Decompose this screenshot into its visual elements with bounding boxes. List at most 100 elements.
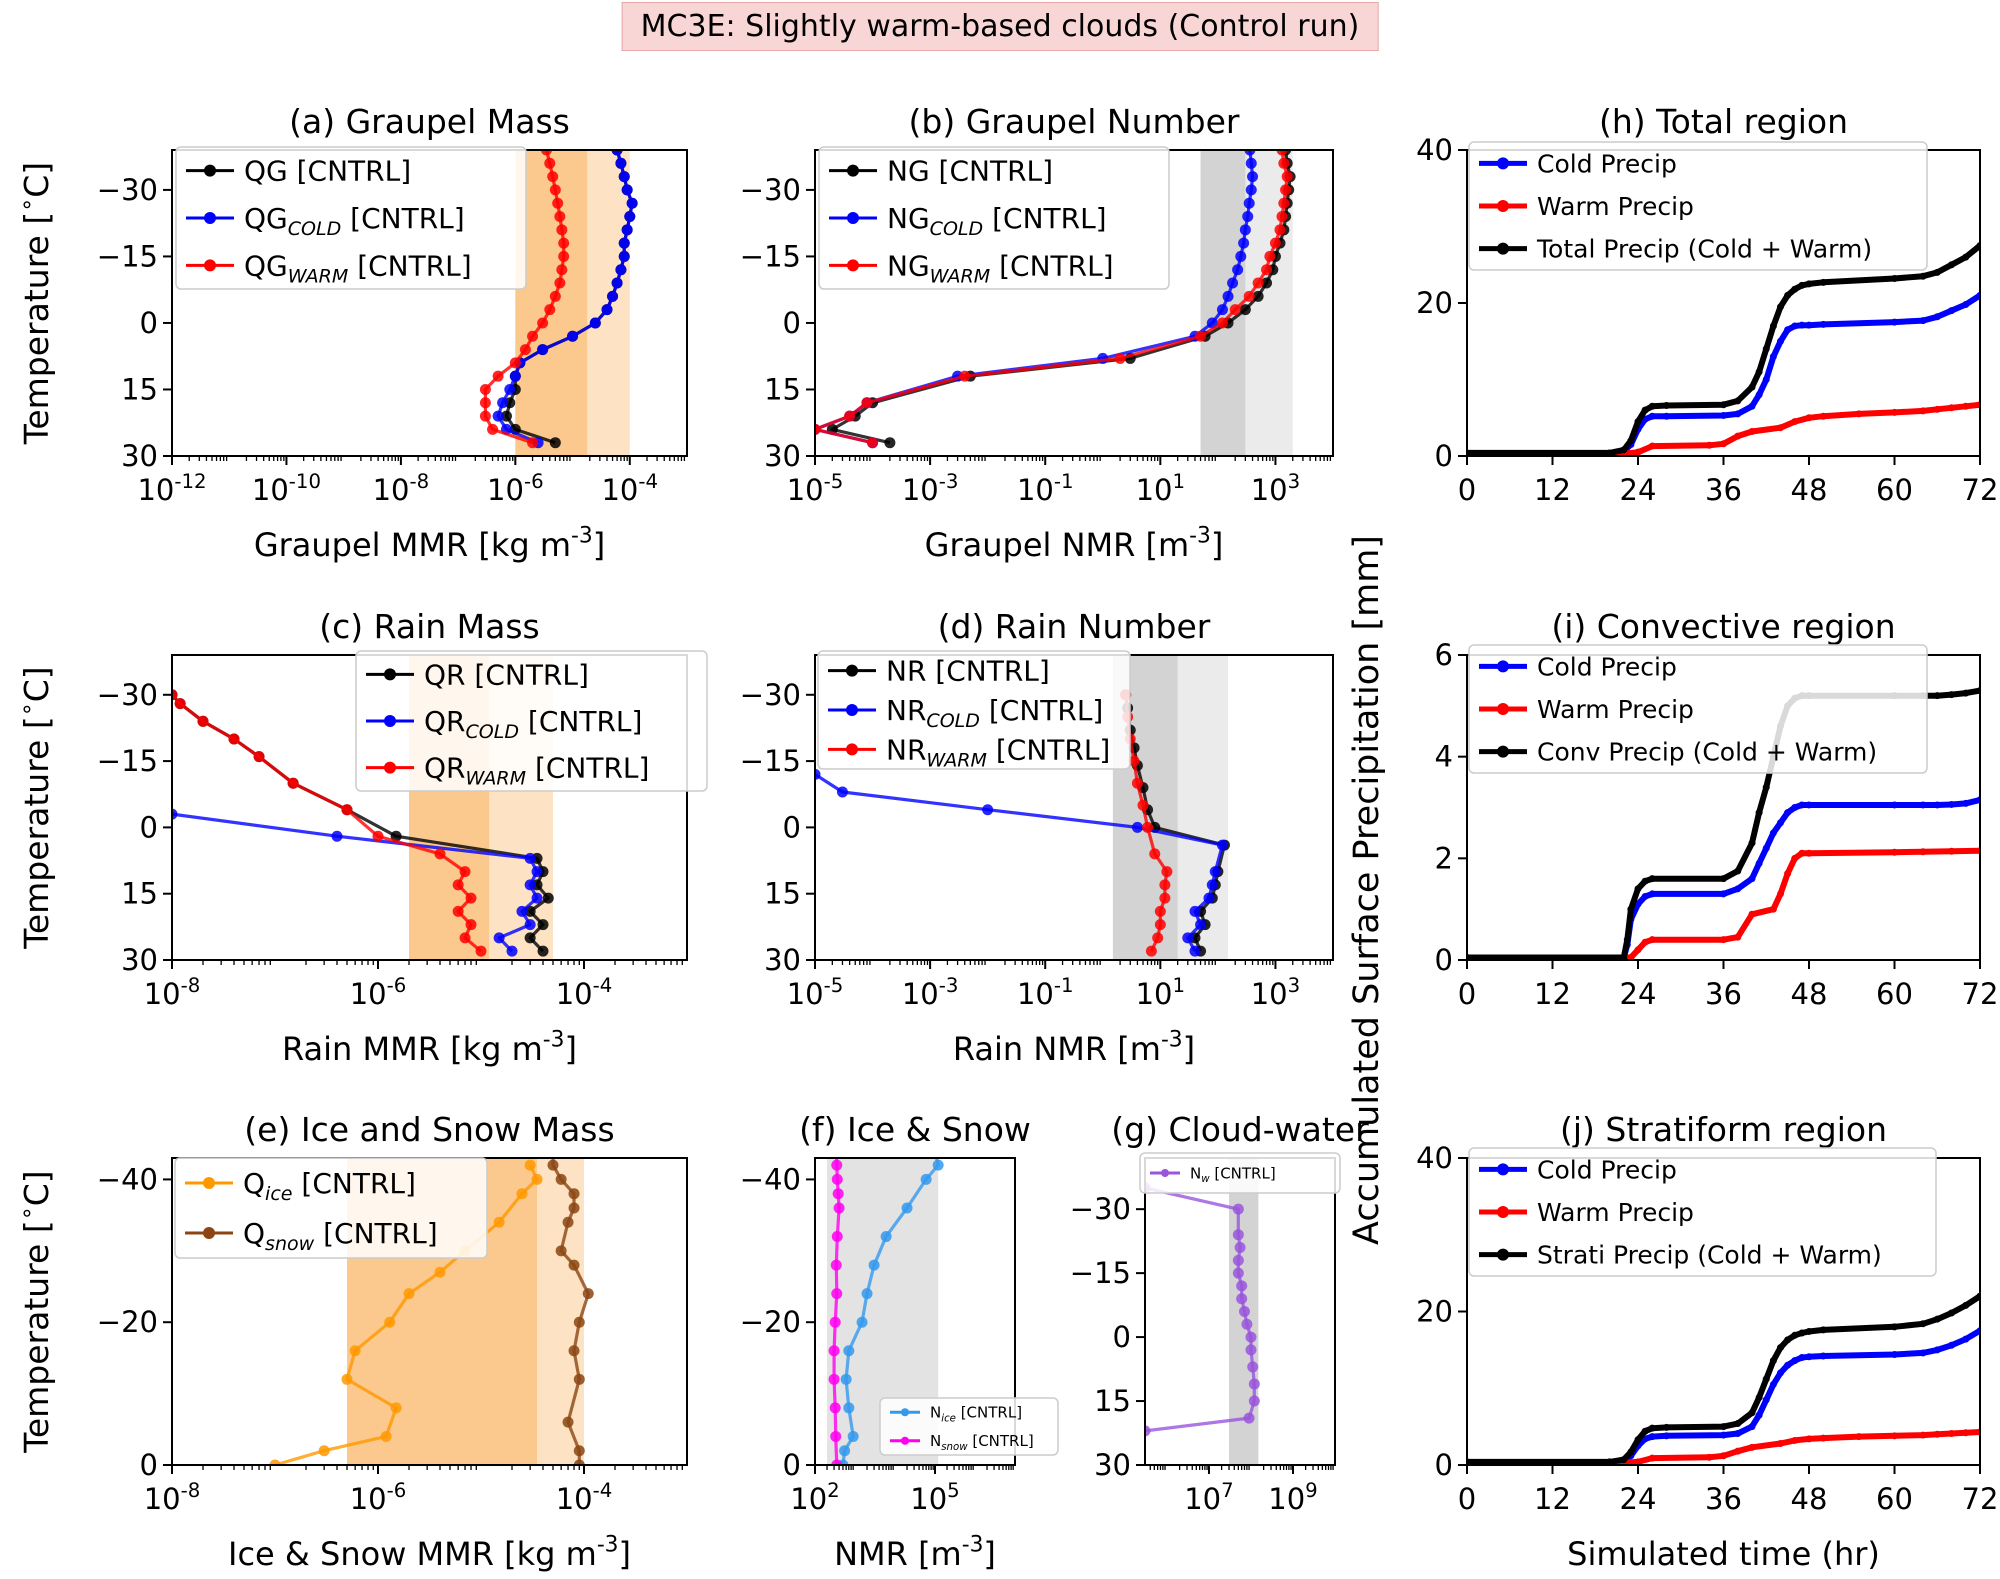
panel-j-ytick-label-1: 20 bbox=[1416, 1295, 1453, 1329]
panel-a-series-1-point-22 bbox=[611, 150, 623, 156]
panel-i-ytick-label-1: 2 bbox=[1435, 841, 1453, 875]
panel-a-series-2-point-11 bbox=[549, 290, 561, 302]
panel-b-xtick-label-2: 10-1​ bbox=[1017, 470, 1074, 507]
panel-h-ytick-label-2: 40 bbox=[1416, 133, 1453, 167]
panel-e-xtick-label-1: 10-6​ bbox=[350, 1479, 407, 1516]
panel-b-series-2-point-18 bbox=[1281, 171, 1293, 183]
panel-j-series-0-point-16 bbox=[1791, 1357, 1799, 1365]
panel-c: 10-8​ 10-6​ 10-4​ −30 −15 0 15 30 (c) Rain Mass R… bbox=[14, 607, 708, 1068]
panel-f-legend-label-0: Nice​ [CNTRL] bbox=[930, 1404, 1022, 1425]
figure-title: MC3E: Slightly warm-based clouds (Contro… bbox=[621, 2, 1379, 51]
panel-c-ytick-label-3: 15 bbox=[121, 877, 158, 911]
panel-d-series-2-point-0 bbox=[1145, 945, 1157, 957]
panel-h-xtick-label-5: 60 bbox=[1876, 473, 1913, 507]
panel-h-series-2-point-11 bbox=[1755, 368, 1763, 376]
panel-h-series-0-point-9 bbox=[1734, 410, 1742, 418]
panel-c-series-2-point-12 bbox=[228, 733, 240, 745]
panel-j-series-2-point-13 bbox=[1769, 1357, 1777, 1365]
panel-h-series-2-point-24 bbox=[1962, 253, 1970, 261]
panel-j-series-2-point-23 bbox=[1948, 1309, 1955, 1317]
panel-f-series-0-point-1 bbox=[839, 1445, 851, 1457]
panel-d-xtick-label-4: 103​ bbox=[1251, 974, 1300, 1011]
panel-c-series-1-point-4 bbox=[531, 892, 543, 904]
panel-i-legend-label-1: Warm Precip bbox=[1537, 695, 1694, 724]
panel-a-ytick-label-1: −15 bbox=[97, 239, 158, 273]
panel-a-title: (a) Graupel Mass bbox=[289, 102, 570, 141]
panel-d-series-1-point-4 bbox=[1203, 892, 1215, 904]
panel-g-series-0-point-10 bbox=[1236, 1280, 1248, 1292]
panel-g-series-0-point-7 bbox=[1241, 1318, 1253, 1330]
panel-i-series-0-point-15 bbox=[1791, 804, 1799, 811]
panel-h-series-1-point-3 bbox=[1648, 442, 1656, 450]
panel-h-series-1-point-13 bbox=[1891, 408, 1898, 416]
panel-i-series-0-point-11 bbox=[1762, 844, 1770, 852]
panel-j-series-2-point-2 bbox=[1620, 1456, 1628, 1464]
panel-j-series-0-point-19 bbox=[1819, 1352, 1827, 1360]
panel-e-series-0-point-3 bbox=[390, 1402, 402, 1414]
panel-c-series-2-point-3 bbox=[452, 905, 464, 917]
panel-d-legend: NR [CNTRL] NRCOLD​ [CNTRL]NRWARM​ [CNTRL] bbox=[817, 650, 1131, 771]
panel-i-series-2-point-20 bbox=[1933, 692, 1941, 700]
panel-d-series-2-point-4 bbox=[1159, 892, 1171, 904]
panel-d-series-1-point-11 bbox=[815, 768, 821, 780]
panel-i-series-2-point-5 bbox=[1641, 877, 1649, 885]
panel-c-xlabel: Rain MMR [kg m-3​] bbox=[282, 1028, 577, 1068]
panel-j-series-0-point-6 bbox=[1648, 1433, 1656, 1441]
panel-b-series-0-point-8 bbox=[1239, 304, 1251, 316]
panel-h-series-1-point-4 bbox=[1705, 441, 1713, 449]
panel-i-series-1-point-5 bbox=[1720, 936, 1727, 944]
panel-h-series-2-point-2 bbox=[1620, 446, 1628, 454]
panel-f-series-0-point-12 bbox=[932, 1159, 944, 1171]
panel-j-series-2-point-19 bbox=[1819, 1326, 1827, 1334]
panel-h-series-2-point-4 bbox=[1634, 418, 1642, 426]
panel-b-series-0-point-9 bbox=[1252, 290, 1264, 302]
panel-i-ytick-label-3: 6 bbox=[1435, 638, 1453, 672]
panel-j-series-1-point-6 bbox=[1734, 1447, 1742, 1455]
panel-j-series-2-point-8 bbox=[1720, 1423, 1727, 1431]
panel-a-series-1-point-3 bbox=[497, 397, 509, 409]
panel-i-series-2-point-10 bbox=[1755, 809, 1763, 817]
panel-a-series-1-point-5 bbox=[509, 370, 521, 382]
panel-d-series-1-point-9 bbox=[982, 804, 994, 816]
panel-h-series-0-point-19 bbox=[1819, 320, 1827, 328]
panel-d-series-2-point-7 bbox=[1149, 848, 1161, 860]
panel-a-series-2-point-0 bbox=[527, 437, 539, 449]
panel-h-series-1-point-5 bbox=[1720, 440, 1727, 448]
panel-j-series-1-point-10 bbox=[1805, 1435, 1813, 1443]
panel-h-series-2-point-7 bbox=[1663, 402, 1670, 410]
panel-b-ytick-label-0: −30 bbox=[740, 173, 801, 207]
panel-j-series-0-point-21 bbox=[1919, 1349, 1927, 1357]
panel-f-series-1-point-8 bbox=[831, 1231, 843, 1243]
panel-b-series-2-point-2 bbox=[844, 410, 856, 422]
panel-b-band-1 bbox=[1200, 150, 1246, 456]
panel-b-series-2-point-5 bbox=[1114, 352, 1126, 364]
panel-b-series-2-point-15 bbox=[1276, 211, 1288, 223]
panel-d-series-1-point-7 bbox=[1216, 839, 1228, 851]
panel-e-ylabel: Temperature [∘​C] bbox=[14, 1170, 56, 1453]
panel-a-series-1-point-9 bbox=[589, 317, 601, 329]
panel-e-series-1-point-9 bbox=[562, 1216, 574, 1228]
panel-c-series-2-point-8 bbox=[372, 830, 384, 842]
panel-i-series-2-point-21 bbox=[1948, 691, 1955, 699]
panel-a-series-1-point-7 bbox=[537, 344, 549, 356]
panel-h-series-2-point-9 bbox=[1734, 397, 1742, 405]
panel-c-series-0-point-2 bbox=[537, 919, 549, 931]
panel-d-ytick-label-2: 0 bbox=[783, 810, 801, 844]
panel-i-xtick-label-1: 12 bbox=[1534, 977, 1571, 1011]
panel-c-series-1-point-3 bbox=[516, 905, 528, 917]
panel-i-series-1-point-3 bbox=[1641, 938, 1649, 946]
panel-f-series-1-point-12 bbox=[831, 1159, 843, 1171]
panel-j-series-0-point-12 bbox=[1762, 1396, 1770, 1404]
panel-j-xlabel: Simulated time (hr) bbox=[1567, 1535, 1880, 1573]
panel-h-series-2-point-6 bbox=[1648, 402, 1656, 410]
panel-b-legend-label-2: NGWARM​ [CNTRL] bbox=[887, 249, 1114, 287]
panel-j-series-0-point-14 bbox=[1777, 1369, 1784, 1377]
panel-d-series-2-point-11 bbox=[1128, 755, 1140, 767]
panel-e-series-0-point-4 bbox=[341, 1373, 353, 1385]
panel-h-series-1-point-9 bbox=[1791, 418, 1799, 426]
panel-c-ytick-label-1: −15 bbox=[97, 744, 158, 778]
panel-f-series-1-point-11 bbox=[831, 1173, 843, 1185]
panel-j-series-0-point-15 bbox=[1784, 1361, 1792, 1369]
panel-b-series-0-point-10 bbox=[1261, 277, 1273, 289]
panel-j-series-2-point-4 bbox=[1634, 1436, 1642, 1444]
